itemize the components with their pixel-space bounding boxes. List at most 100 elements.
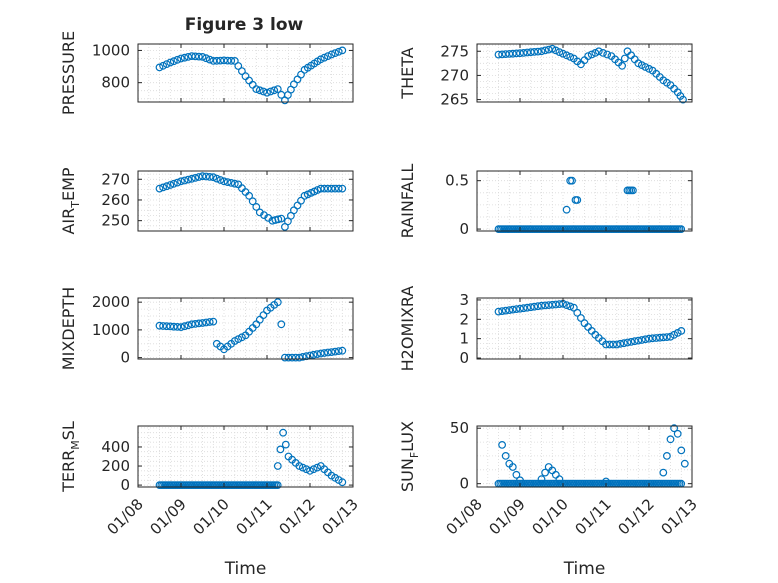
x-tick-label: 01/10 xyxy=(529,495,572,538)
data-point xyxy=(331,49,340,57)
data-point xyxy=(173,178,182,187)
data-point xyxy=(551,46,560,55)
data-point xyxy=(298,353,307,361)
data-point xyxy=(324,348,332,357)
data-point xyxy=(220,56,228,65)
data-point xyxy=(537,47,546,56)
data-point xyxy=(298,463,307,472)
x-tick-label: 01/11 xyxy=(233,495,276,538)
data-point xyxy=(194,173,203,181)
data-point xyxy=(209,317,218,326)
data-point xyxy=(187,320,196,329)
subplot-1: 800 1000 PRESSURE xyxy=(59,31,354,115)
data-point xyxy=(276,445,285,454)
data-point xyxy=(316,349,325,358)
data-point xyxy=(297,70,305,79)
data-point xyxy=(173,55,182,64)
x-tick-label: 01/09 xyxy=(486,495,529,538)
axes-box xyxy=(476,170,693,232)
data-point xyxy=(616,339,625,348)
axes-box xyxy=(476,297,693,360)
data-point xyxy=(220,177,228,186)
data-point xyxy=(566,302,575,311)
data-point xyxy=(587,50,596,59)
x-tick-label: 01/11 xyxy=(572,495,615,538)
data-point xyxy=(612,340,621,349)
data-point xyxy=(562,51,571,60)
y-tick-label: 400 xyxy=(101,438,130,456)
data-point xyxy=(266,87,275,96)
data-markers xyxy=(155,46,347,105)
y-tick-label: 0 xyxy=(120,349,130,367)
data-point xyxy=(223,56,232,65)
data-markers xyxy=(494,299,686,349)
data-point xyxy=(290,206,298,215)
data-point xyxy=(680,459,689,468)
data-point xyxy=(252,85,261,93)
data-point xyxy=(155,184,164,193)
data-point xyxy=(569,303,578,312)
data-point xyxy=(519,304,528,313)
axes-box xyxy=(476,425,693,488)
x-tick-label: 01/13 xyxy=(319,495,362,538)
data-point xyxy=(568,176,576,185)
data-point xyxy=(620,339,628,348)
data-point xyxy=(327,348,336,357)
data-point xyxy=(555,475,564,484)
data-point xyxy=(180,53,189,62)
axes-box xyxy=(137,43,354,103)
y-axis-label: SUNFLUX xyxy=(398,421,421,492)
y-tick-label: 2 xyxy=(459,310,469,328)
data-point xyxy=(648,334,657,343)
data-point xyxy=(297,196,305,205)
data-point xyxy=(566,53,575,61)
data-point xyxy=(508,49,517,58)
data-point xyxy=(180,322,189,331)
data-point xyxy=(659,333,668,342)
data-point xyxy=(187,174,196,183)
data-point xyxy=(573,196,582,204)
y-tick-label: 250 xyxy=(101,212,130,230)
y-tick-label: 0 xyxy=(459,349,469,367)
data-point xyxy=(281,440,290,449)
data-point xyxy=(324,52,332,60)
data-point xyxy=(331,347,340,356)
data-point xyxy=(512,49,521,58)
data-point xyxy=(505,306,514,315)
subplot-8: 0 50 01/08 01/09 01/10 01/11 01/12 01/13 SUNFLUX… xyxy=(398,419,701,579)
data-point xyxy=(173,323,182,331)
x-axis-label: Time xyxy=(563,559,606,579)
data-point xyxy=(338,346,347,355)
y-tick-label: 270 xyxy=(440,66,469,84)
data-markers xyxy=(155,298,347,362)
y-axis-label: RAINFALL xyxy=(398,164,417,239)
data-point xyxy=(679,95,687,104)
data-point xyxy=(559,49,567,58)
y-tick-label: 275 xyxy=(440,42,469,60)
data-point xyxy=(501,452,510,460)
data-point xyxy=(659,468,668,477)
data-point xyxy=(577,314,585,322)
data-point xyxy=(270,86,279,95)
data-point xyxy=(584,52,592,60)
data-point xyxy=(155,63,164,72)
data-point xyxy=(516,304,524,313)
data-point xyxy=(334,47,343,56)
data-point xyxy=(677,446,686,455)
data-point xyxy=(169,179,178,188)
data-point xyxy=(562,301,571,310)
y-axis-label: AIRTEMP xyxy=(59,167,82,234)
y-tick-label: 1000 xyxy=(92,321,130,339)
y-axis-label: TERRMSL xyxy=(59,421,82,493)
data-point xyxy=(191,173,200,182)
data-point xyxy=(641,335,650,344)
subplot-4: 0 0.5 RAINFALL xyxy=(398,164,693,239)
x-tick-label: 01/12 xyxy=(615,495,658,538)
data-point xyxy=(184,175,193,184)
x-tick-label: 01/10 xyxy=(190,495,233,538)
data-point xyxy=(629,186,637,195)
data-point xyxy=(245,191,254,200)
data-point xyxy=(198,172,207,181)
data-point xyxy=(295,353,304,362)
